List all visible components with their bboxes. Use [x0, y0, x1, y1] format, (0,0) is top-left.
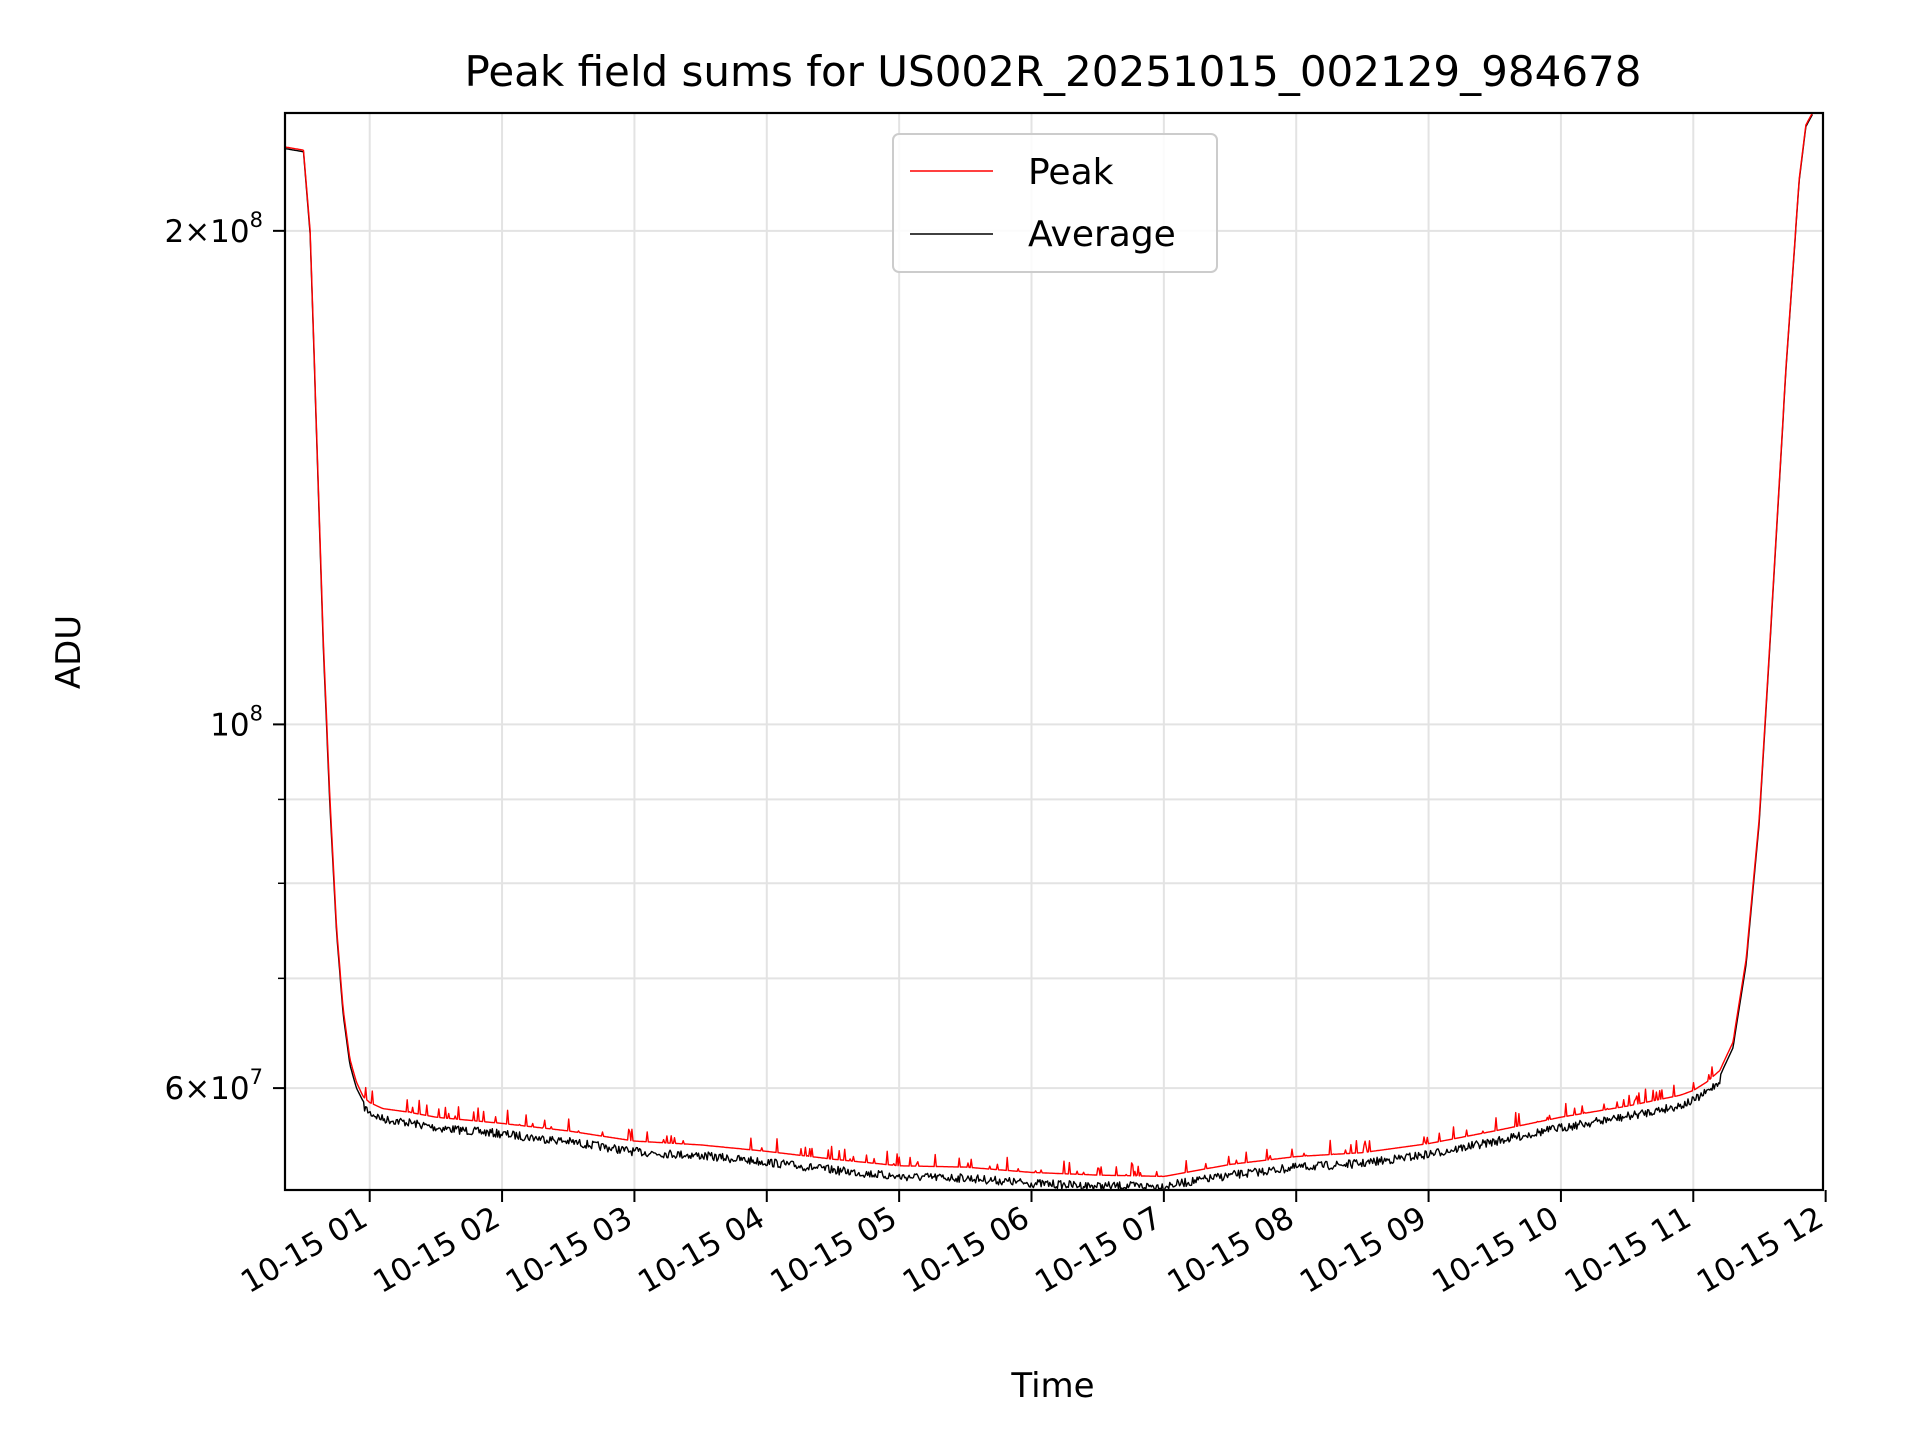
y-tick-label: 108 [210, 701, 263, 743]
chart-title: Peak field sums for US002R_20251015_0021… [465, 47, 1642, 96]
y-tick-base: 2×10 [164, 214, 249, 250]
y-tick-exponent: 8 [250, 208, 263, 232]
legend-box [892, 133, 1218, 273]
y-tick-base: 10 [210, 707, 249, 743]
y-tick-label: 2×108 [164, 208, 263, 250]
y-tick-exponent: 8 [250, 701, 263, 725]
series-lines [284, 112, 1814, 1191]
x-axis-label: Time [1010, 1366, 1094, 1406]
y-tick-label: 6×107 [164, 1065, 263, 1107]
y-axis-label: ADU [49, 615, 89, 689]
y-tick-base: 6×10 [164, 1071, 249, 1107]
series-line-peak [284, 112, 1814, 1178]
series-line-average [284, 114, 1814, 1191]
plot-frame [283, 111, 1825, 1192]
y-tick-exponent: 7 [250, 1065, 263, 1089]
legend-label-average: Average [1028, 214, 1176, 255]
legend: Peak Average [892, 133, 1218, 273]
legend-label-peak: Peak [1028, 152, 1114, 193]
